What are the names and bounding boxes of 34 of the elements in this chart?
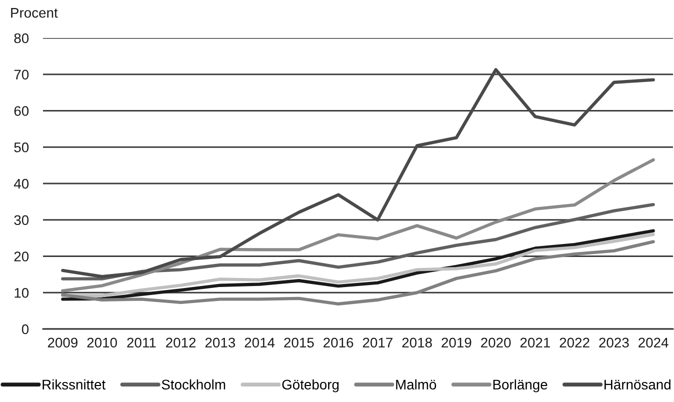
y-tick-label: 70 [14,70,29,80]
x-tick-label: 2010 [87,338,117,348]
x-tick-label: 2011 [127,338,156,348]
x-tick-label: 2016 [324,338,354,348]
x-tick-label: 2024 [638,338,668,348]
y-tick-label: 50 [14,142,29,152]
x-tick-label: 2014 [244,338,275,348]
x-tick-label: 2013 [205,338,236,348]
x-tick-label: 2019 [442,338,472,348]
y-tick-label: 0 [22,324,29,334]
x-tick-label: 2009 [48,338,78,348]
x-tick-label: 2021 [520,338,550,348]
legend-label: Malmö [396,379,436,390]
y-tick-label: 10 [14,288,29,298]
x-tick-label: 2018 [402,338,432,348]
legend-label: Stockholm [162,379,226,390]
line-series [61,202,655,280]
y-tick-label: 30 [14,215,29,226]
y-tick-label: 20 [14,252,29,262]
y-tick-label: 80 [14,33,29,44]
line-series [61,68,655,278]
legend-label: Härnösand [604,379,670,390]
legend-label: Göteborg [282,379,339,392]
y-axis-title: Procent [11,8,58,18]
x-tick-label: 2020 [481,338,511,348]
x-tick-label: 2015 [284,338,314,348]
y-tick-label: 60 [14,106,29,116]
legend-label: Borlänge [493,379,548,392]
x-tick-label: 2023 [599,338,629,348]
x-tick-label: 2022 [560,338,590,348]
legend-label: Rikssnittet [42,379,106,390]
x-tick-label: 2012 [166,338,196,348]
y-tick-label: 40 [14,178,29,189]
x-tick-label: 2017 [362,338,392,348]
